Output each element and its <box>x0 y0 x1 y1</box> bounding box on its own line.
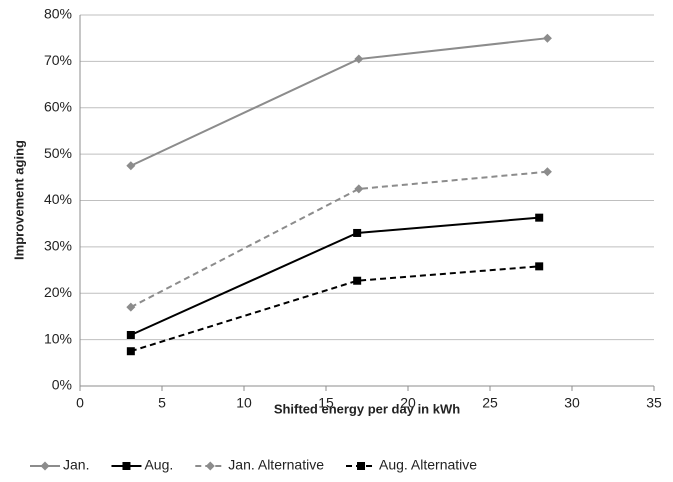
data-point <box>353 228 362 237</box>
y-tick-label: 0% <box>52 377 72 393</box>
data-point <box>535 262 544 271</box>
y-tick-label: 10% <box>44 330 72 346</box>
data-point <box>354 54 364 64</box>
y-tick-label: 70% <box>44 52 72 68</box>
series-line <box>130 216 540 336</box>
legend-label: Aug. Alternative <box>379 457 477 473</box>
data-point <box>535 213 544 222</box>
x-axis-title: Shifted energy per day in kWh <box>274 401 460 416</box>
data-point <box>126 330 135 339</box>
y-tick-label: 30% <box>44 238 72 254</box>
legend-label: Jan. Alternative <box>228 457 324 473</box>
data-point <box>542 167 552 177</box>
legend-marker <box>40 461 50 471</box>
y-tick-label: 80% <box>44 6 72 22</box>
x-tick-label: 10 <box>236 395 252 411</box>
y-tick-label: 60% <box>44 98 72 114</box>
data-point <box>353 276 362 285</box>
y-axis-title: Improvement aging <box>11 140 26 260</box>
x-tick-label: 5 <box>158 395 166 411</box>
series-line <box>130 37 548 167</box>
x-tick-label: 35 <box>646 395 662 411</box>
x-tick-label: 20 <box>400 395 416 411</box>
legend-label: Jan. <box>63 457 89 473</box>
y-tick-label: 50% <box>44 145 72 161</box>
x-tick-label: 25 <box>482 395 498 411</box>
x-tick-label: 0 <box>76 395 84 411</box>
data-point <box>542 33 552 43</box>
legend-marker <box>205 461 215 471</box>
legend-marker <box>357 462 366 470</box>
legend-label: Aug. <box>144 457 173 473</box>
x-tick-label: 30 <box>564 395 580 411</box>
data-point <box>354 184 364 194</box>
data-point <box>126 161 136 171</box>
legend-marker <box>122 462 131 470</box>
y-tick-label: 20% <box>44 284 72 300</box>
y-tick-label: 40% <box>44 191 72 207</box>
data-point <box>126 302 136 312</box>
series-line <box>130 265 540 353</box>
x-tick-label: 15 <box>318 395 334 411</box>
data-point <box>126 347 135 356</box>
series-line <box>130 170 548 309</box>
